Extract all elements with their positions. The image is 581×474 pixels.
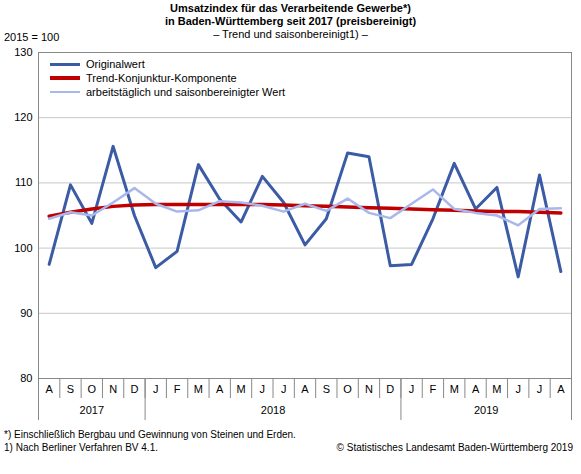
svg-text:J: J bbox=[409, 383, 415, 395]
svg-text:130: 130 bbox=[14, 46, 32, 58]
svg-text:90: 90 bbox=[20, 307, 32, 319]
svg-text:J: J bbox=[281, 383, 287, 395]
html-text:1) Nach Berliner Verfahren BV: 1) Nach Berliner Verfahren BV 4.1. bbox=[4, 442, 158, 453]
svg-text:F: F bbox=[174, 383, 181, 395]
svg-text:A: A bbox=[301, 383, 309, 395]
svg-text:2018: 2018 bbox=[261, 404, 285, 416]
html-text:– Trend und saisonbereinigt1): – Trend und saisonbereinigt1) – bbox=[213, 28, 368, 40]
svg-text:M: M bbox=[236, 383, 245, 395]
svg-text:A: A bbox=[472, 383, 480, 395]
svg-text:M: M bbox=[492, 383, 501, 395]
svg-text:J: J bbox=[153, 383, 159, 395]
svg-text:D: D bbox=[130, 383, 138, 395]
svg-text:O: O bbox=[88, 383, 97, 395]
svg-text:S: S bbox=[323, 383, 330, 395]
svg-text:M: M bbox=[194, 383, 203, 395]
svg-text:A: A bbox=[216, 383, 224, 395]
svg-text:120: 120 bbox=[14, 111, 32, 123]
svg-text:N: N bbox=[365, 383, 373, 395]
svg-text:J: J bbox=[537, 383, 543, 395]
svg-text:A: A bbox=[557, 383, 565, 395]
html-text:in Baden-Württemberg seit 2017: in Baden-Württemberg seit 2017 (preisber… bbox=[164, 15, 417, 27]
svg-text:2019: 2019 bbox=[474, 404, 498, 416]
svg-text:O: O bbox=[343, 383, 352, 395]
html-text:*) Einschließlich Bergbau und: *) Einschließlich Bergbau und Gewinnung … bbox=[4, 429, 296, 440]
html-text:Trend-Konjunktur-Komponente: Trend-Konjunktur-Komponente bbox=[86, 72, 237, 84]
svg-text:S: S bbox=[67, 383, 74, 395]
svg-text:D: D bbox=[386, 383, 394, 395]
html-text:arbeitstäglich und saisonberei: arbeitstäglich und saisonbereinigter Wer… bbox=[86, 86, 286, 98]
html-text:Originalwert: Originalwert bbox=[86, 58, 145, 70]
svg-text:100: 100 bbox=[14, 242, 32, 254]
html-text:© Statistisches Landesamt Bade: © Statistisches Landesamt Baden-Württemb… bbox=[336, 442, 573, 453]
svg-text:F: F bbox=[430, 383, 437, 395]
svg-text:M: M bbox=[450, 383, 459, 395]
svg-text:J: J bbox=[260, 383, 266, 395]
svg-text:A: A bbox=[45, 383, 53, 395]
svg-text:2017: 2017 bbox=[80, 404, 104, 416]
svg-text:J: J bbox=[515, 383, 521, 395]
html-text:2015 = 100: 2015 = 100 bbox=[4, 31, 60, 43]
html-text:Umsatzindex für das Verarbeite: Umsatzindex für das Verarbeitende Gewerb… bbox=[170, 2, 411, 14]
svg-text:110: 110 bbox=[15, 176, 33, 188]
svg-text:N: N bbox=[109, 383, 117, 395]
svg-text:80: 80 bbox=[20, 372, 32, 384]
